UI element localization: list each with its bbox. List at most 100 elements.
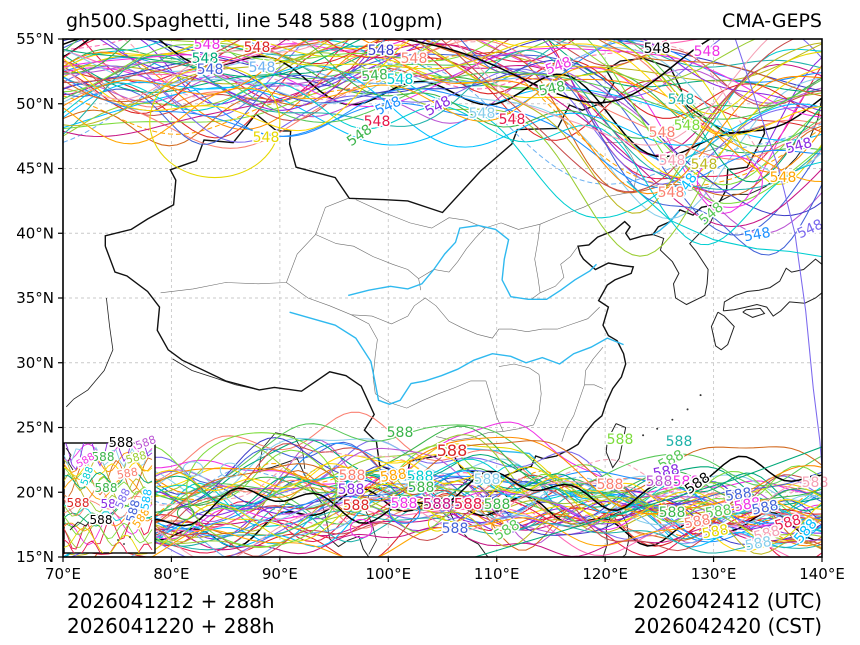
province-boundary bbox=[485, 380, 504, 432]
contour-label-588: 588 bbox=[407, 469, 434, 485]
x-tick-label: 100°E bbox=[365, 565, 411, 583]
ensemble-line-548 bbox=[63, 39, 822, 139]
contour-label-588: 588 bbox=[683, 512, 712, 532]
y-tick-label: 35°N bbox=[16, 289, 54, 307]
ensemble-line-588 bbox=[150, 499, 822, 557]
ensemble-line-548 bbox=[63, 65, 822, 148]
ensemble-line-588 bbox=[63, 459, 822, 519]
contour-label-548: 548 bbox=[249, 60, 276, 76]
y-tick-label: 40°N bbox=[16, 224, 54, 242]
small-island bbox=[671, 418, 674, 421]
y-tick-label: 20°N bbox=[16, 483, 54, 501]
x-tick-label: 130°E bbox=[691, 565, 737, 583]
river bbox=[652, 210, 680, 236]
valid-time-utc: 2026042412 (UTC) bbox=[633, 589, 822, 613]
ensemble-line-548 bbox=[63, 39, 822, 219]
y-tick-label: 30°N bbox=[16, 354, 54, 372]
province-boundary bbox=[498, 363, 540, 375]
ensemble-line-548 bbox=[63, 39, 822, 195]
ensemble-line-588 bbox=[63, 443, 822, 530]
ensemble-line-548 bbox=[63, 86, 822, 146]
ensemble-line-588 bbox=[63, 484, 822, 557]
province-boundary bbox=[351, 297, 463, 329]
y-tick-label: 50°N bbox=[16, 95, 54, 113]
ensemble-line-588 bbox=[63, 440, 822, 529]
province-boundary bbox=[533, 374, 542, 426]
contour-label-588: 588 bbox=[607, 432, 634, 448]
contour-label-548: 548 bbox=[387, 72, 414, 88]
china-national-border bbox=[104, 57, 766, 480]
river bbox=[348, 224, 597, 300]
ensemble-line-548 bbox=[63, 65, 822, 185]
init-time-run2: 2026041220 + 288h bbox=[67, 614, 275, 638]
inset-contour-label: 588 bbox=[101, 497, 124, 511]
contour-label-588: 588 bbox=[733, 495, 762, 515]
contour-label-548: 548 bbox=[694, 44, 721, 60]
ensemble-line-588 bbox=[63, 458, 822, 533]
province-boundary bbox=[418, 227, 486, 279]
inset-mini-contour bbox=[64, 469, 153, 489]
ensemble-line-outlier bbox=[474, 446, 822, 557]
inset-mini-contour bbox=[64, 504, 153, 524]
closed-contour-loop bbox=[427, 515, 447, 532]
x-tick-label: 80°E bbox=[153, 565, 189, 583]
closed-contour-loop bbox=[491, 518, 505, 533]
ensemble-line-548 bbox=[63, 39, 822, 178]
ensemble-line-588 bbox=[63, 421, 822, 494]
contour-label-588: 588 bbox=[387, 425, 414, 441]
contour-label-548: 548 bbox=[368, 43, 395, 59]
x-tick-label: 90°E bbox=[262, 565, 298, 583]
small-island bbox=[686, 408, 689, 411]
small-island bbox=[642, 434, 645, 437]
ensemble-line-588 bbox=[63, 489, 822, 557]
closed-contour-loop bbox=[176, 505, 195, 520]
province-boundary bbox=[355, 191, 634, 230]
country-boundary-thin bbox=[257, 432, 306, 472]
ensemble-line-548 bbox=[63, 39, 822, 214]
province-boundary bbox=[286, 282, 378, 394]
province-boundary bbox=[461, 327, 543, 339]
inset-contour-label: 588 bbox=[95, 481, 118, 495]
ensemble-line-588 bbox=[64, 488, 822, 557]
inset-contour-label: 588 bbox=[67, 496, 90, 510]
closed-contour-loop bbox=[149, 65, 281, 179]
inset-mini-contour bbox=[64, 527, 140, 553]
init-time-run1: 2026041212 + 288h bbox=[67, 589, 275, 613]
ensemble-contours bbox=[63, 39, 822, 557]
inset-contour-label: 588 bbox=[138, 488, 154, 511]
contour-label-548: 548 bbox=[192, 51, 219, 67]
contour-label-588: 588 bbox=[724, 485, 753, 505]
contour-label-588: 588 bbox=[659, 505, 686, 521]
closed-contour-loop bbox=[182, 461, 204, 477]
ensemble-line-588 bbox=[63, 487, 822, 550]
inset-mini-contour bbox=[65, 443, 153, 471]
inset-mini-contour bbox=[64, 461, 153, 477]
closed-contour-loop bbox=[696, 155, 763, 208]
contour-label-588: 588 bbox=[474, 472, 501, 488]
x-tick-label: 110°E bbox=[474, 565, 520, 583]
small-island bbox=[699, 394, 702, 397]
river bbox=[289, 311, 624, 405]
inset-coastline bbox=[69, 517, 99, 531]
contour-label-548: 548 bbox=[423, 93, 454, 120]
inset-mini-contour bbox=[64, 498, 153, 528]
inset-mini-contour bbox=[64, 512, 153, 532]
contour-label-588: 588 bbox=[652, 462, 681, 482]
contour-label-588: 588 bbox=[744, 534, 773, 554]
contour-label-588: 588 bbox=[343, 498, 370, 514]
ensemble-line-548 bbox=[63, 76, 822, 189]
coastline bbox=[710, 311, 735, 351]
ensemble-line-548 bbox=[63, 47, 822, 141]
ensemble-line-588 bbox=[63, 438, 822, 508]
inset-island-dot bbox=[129, 536, 131, 538]
province-boundary bbox=[561, 428, 567, 442]
ensemble-line-548 bbox=[63, 39, 576, 63]
coastline bbox=[605, 423, 627, 469]
contour-label-548: 548 bbox=[770, 170, 797, 186]
province-boundary bbox=[531, 224, 541, 300]
ensemble-line-588 bbox=[63, 469, 822, 537]
contour-label-588: 588 bbox=[597, 477, 624, 493]
contour-label-548: 548 bbox=[644, 41, 671, 57]
